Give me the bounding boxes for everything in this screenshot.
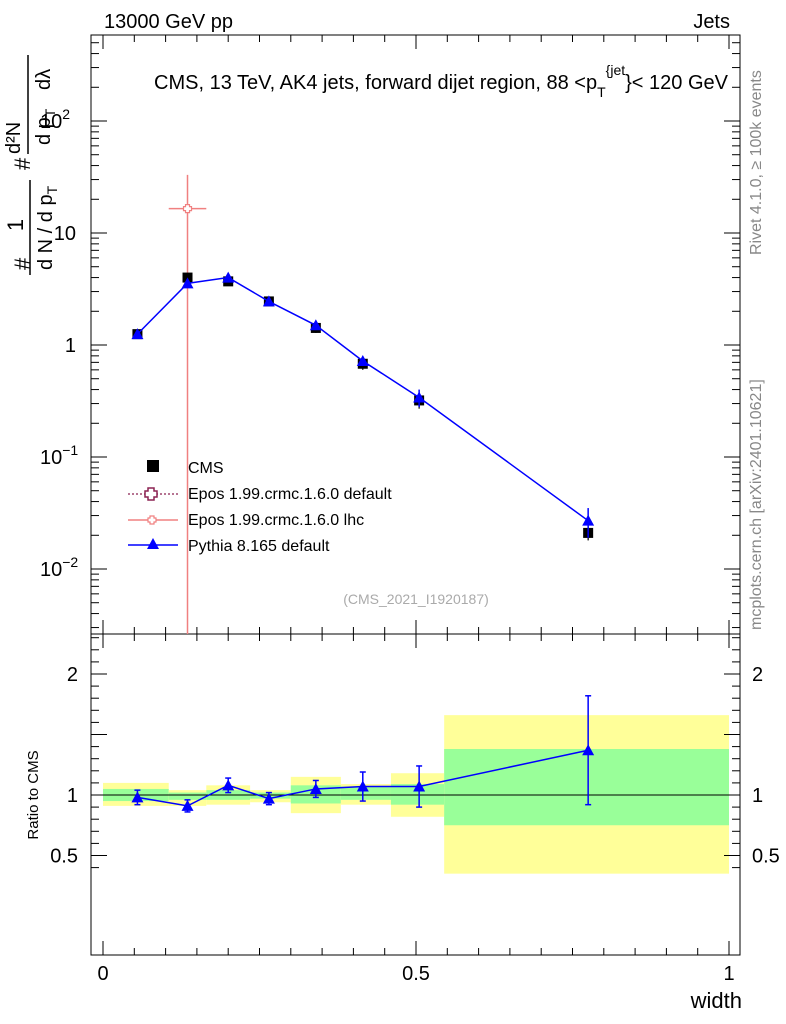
ratio-pythia-point [582,744,595,756]
ratio-band-green [444,749,729,826]
mcplots-label: mcplots.cern.ch [arXiv:2401.10621] [748,379,765,630]
legend-epos-lhc-marker [147,515,157,525]
ratio-pythia-point [356,780,369,792]
pythia-point [582,514,595,526]
ratio-band-green [168,792,207,800]
chart-title-sub: T [597,84,606,100]
legend-cms-label: CMS [188,460,224,477]
ratio-y-tick-label: 0.5 [50,846,78,868]
y-tick-label: 10−1 [40,442,78,469]
legend: CMS Epos 1.99.crmc.1.6.0 default Epos 1.… [128,460,392,555]
header-right: Jets [693,11,730,33]
legend-pythia-marker [147,538,159,549]
ratio-band-green [340,786,391,800]
header-left: 13000 GeV pp [104,11,233,33]
pythia-point [131,328,144,340]
chart-title-sup: {jet [606,62,626,78]
ylabel-prefix-2: # [10,157,35,170]
ratio-y-tick-label-right: 0.5 [752,846,780,868]
y-tick-label: 10−2 [40,554,78,581]
ratio-y-tick-label-right: 1 [752,785,763,807]
ratio-pythia-point [181,799,194,811]
x-axis-label: width [690,988,742,1013]
ratio-y-tick-label: 1 [67,785,78,807]
ratio-pythia-point [309,782,322,794]
pythia-point [181,277,194,289]
legend-pythia-label: Pythia 8.165 default [188,538,330,555]
ratio-y-tick-label: 2 [67,664,78,686]
legend-cms-marker [147,460,159,472]
ratio-pythia-point [131,791,144,803]
main-data-marks [131,174,595,634]
epos-lhc-point [182,204,193,214]
x-tick-label: 0.5 [402,963,430,985]
ylabel-num-frac: 1 [3,219,28,231]
ratio-y-tick-label-right: 2 [752,664,763,686]
ratio-pythia-line [137,749,589,807]
x-tick-label: 1 [723,963,734,985]
ylabel-prefix: # [10,257,35,270]
ratio-pythia-point [222,779,235,791]
ratio-data-marks [131,695,595,813]
pythia-point [222,271,235,283]
analysis-watermark: (CMS_2021_I1920187) [343,591,489,607]
legend-epos-default-label: Epos 1.99.crmc.1.6.0 default [188,486,392,503]
y-tick-label: 1 [65,335,76,357]
pythia-point [262,295,275,307]
ylabel-d2n: d²N [3,122,25,154]
chart-title-end: }< 120 GeV [625,72,729,94]
pythia-point [356,354,369,366]
main-y-label: # 1 d N / d pT # d²N d pT dλ [3,55,60,275]
ratio-pythia-point [413,780,426,792]
ratio-pythia-point [262,792,275,804]
tick-labels: 0 0.5 1 10−2 10−1 1 10 102 0.5 0.5 1 1 2 2 [40,106,780,985]
ratio-y-label: Ratio to CMS [25,750,42,839]
ylabel-den-frac: d N / d pT [35,185,60,270]
legend-epos-default-marker [144,487,158,501]
legend-epos-lhc-label: Epos 1.99.crmc.1.6.0 lhc [188,512,364,529]
ylabel-dpt: d pT [33,108,58,145]
y-tick-label: 102 [40,106,70,133]
x-tick-label: 0 [97,963,108,985]
rivet-label: Rivet 4.1.0, ≥ 100k events [748,70,765,255]
pythia-point [309,319,322,331]
y-tick-label: 10 [54,223,76,245]
chart-title: CMS, 13 TeV, AK4 jets, forward dijet reg… [154,62,729,100]
chart-title-main: CMS, 13 TeV, AK4 jets, forward dijet reg… [154,72,597,94]
ratio-bands [103,715,729,874]
ylabel-dlambda: dλ [33,69,55,90]
pythia-line [136,276,589,522]
pythia-point [413,391,426,403]
ratio-band-green [390,784,445,805]
